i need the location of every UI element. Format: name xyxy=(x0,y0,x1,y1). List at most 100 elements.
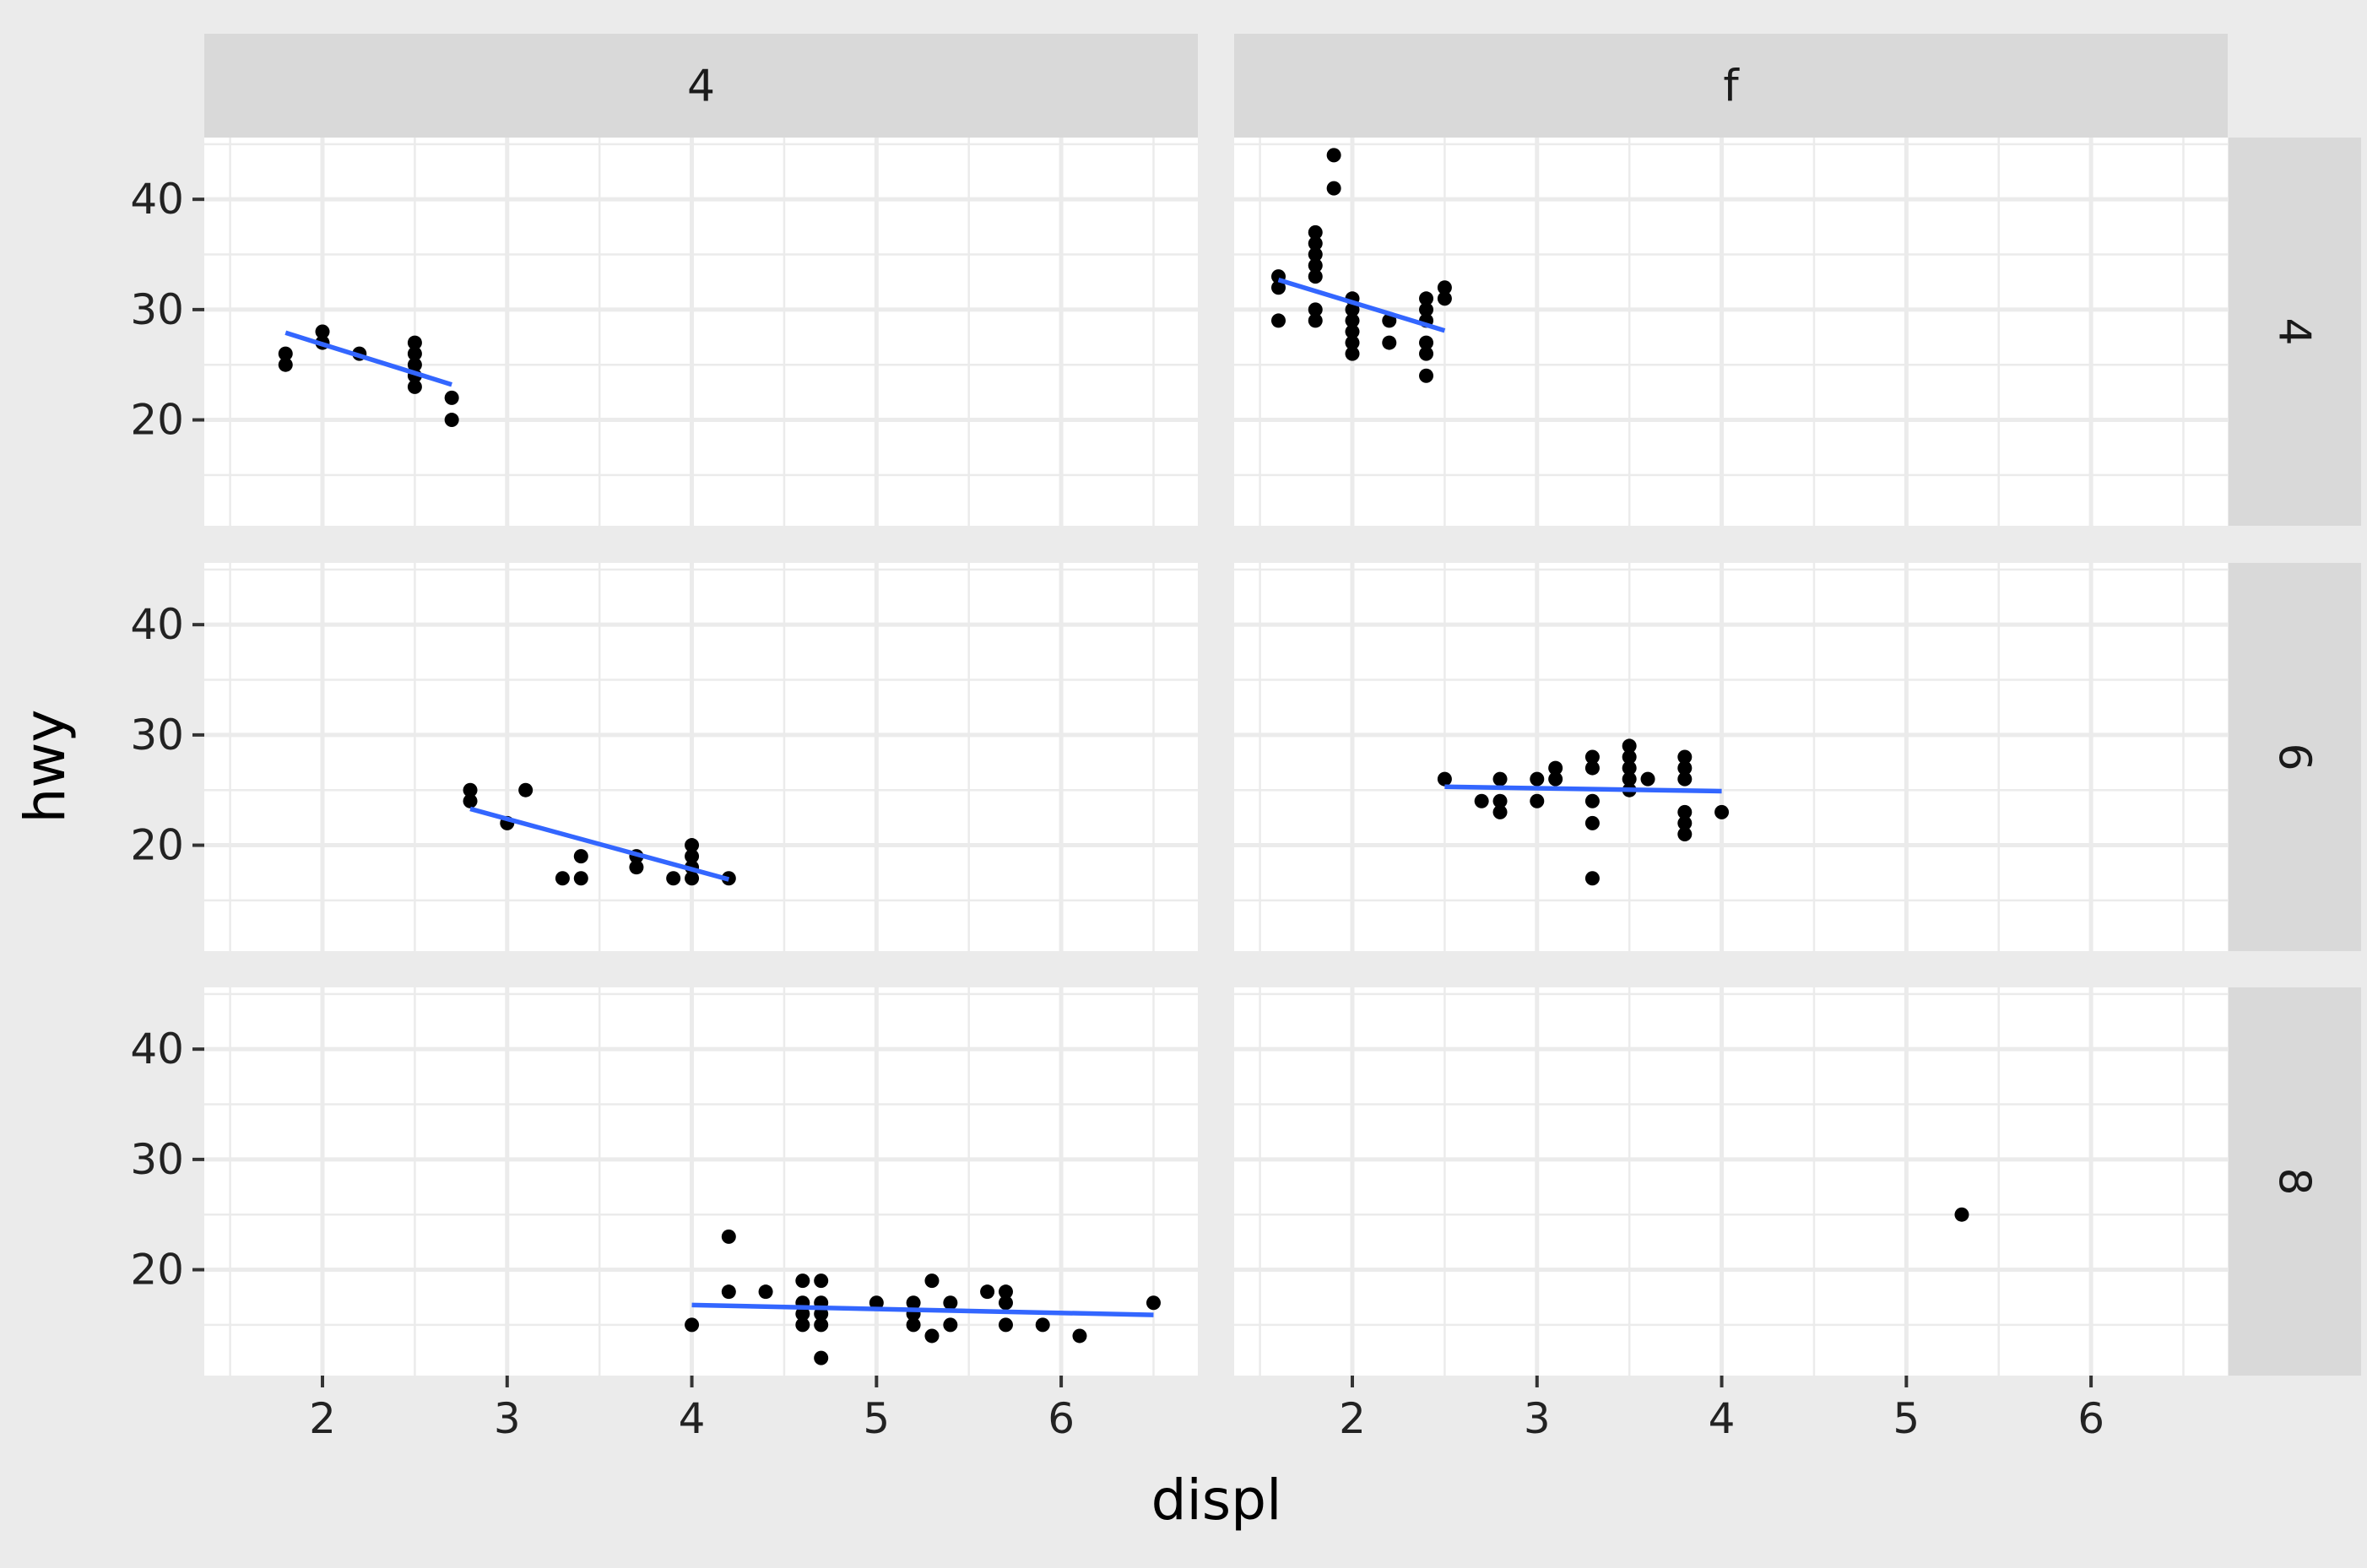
data-point xyxy=(278,346,293,361)
data-point xyxy=(1382,335,1397,350)
data-point xyxy=(795,1306,810,1322)
data-point xyxy=(1437,280,1452,295)
data-point xyxy=(814,1317,829,1333)
data-point xyxy=(1437,771,1452,787)
row-strip xyxy=(2229,138,2361,526)
data-point xyxy=(407,346,422,361)
data-point xyxy=(685,871,700,886)
data-point xyxy=(721,1284,736,1300)
data-point xyxy=(1677,815,1693,830)
data-point xyxy=(795,1317,810,1333)
y-tick-label: 20 xyxy=(130,1246,184,1295)
row-strip-label: 6 xyxy=(2269,743,2320,770)
row-strip-label: 8 xyxy=(2269,1167,2320,1195)
x-axis-ticks: 2 3 4 5 6 2 3 4 5 6 xyxy=(309,1376,2104,1443)
trend-line xyxy=(1444,784,1722,794)
data-point xyxy=(685,838,700,853)
data-point xyxy=(573,849,588,864)
data-point xyxy=(998,1317,1013,1333)
data-point xyxy=(1345,302,1360,317)
row-strip xyxy=(2229,987,2361,1376)
data-point xyxy=(1492,793,1508,808)
data-point xyxy=(555,871,570,886)
trend-line xyxy=(284,330,452,387)
data-point xyxy=(463,793,478,808)
panel-background xyxy=(204,138,1198,526)
y-tick-label: 40 xyxy=(130,600,184,649)
data-point xyxy=(1622,760,1637,776)
data-point xyxy=(278,357,293,372)
column-strip xyxy=(1234,34,2228,138)
data-point xyxy=(1954,1207,1969,1222)
data-point xyxy=(1345,313,1360,328)
x-tick-label: 3 xyxy=(494,1394,521,1443)
facet-panel-f-6 xyxy=(1234,563,2228,951)
panel-background xyxy=(204,987,1198,1376)
data-point xyxy=(1345,335,1360,350)
data-point xyxy=(795,1273,810,1289)
data-point xyxy=(998,1295,1013,1311)
data-point xyxy=(906,1317,921,1333)
data-point xyxy=(629,860,644,875)
data-point xyxy=(1492,771,1508,787)
data-point xyxy=(1419,368,1434,383)
data-point xyxy=(814,1306,829,1322)
data-point xyxy=(518,782,534,798)
data-point xyxy=(1308,224,1323,240)
data-point xyxy=(1474,793,1489,808)
panels-layer xyxy=(204,138,2228,1376)
column-strip-label: 4 xyxy=(687,62,715,112)
data-point xyxy=(1326,181,1341,196)
data-point xyxy=(1308,302,1323,317)
y-tick-label: 40 xyxy=(130,175,184,224)
data-point xyxy=(1308,247,1323,262)
data-point xyxy=(1584,760,1600,776)
data-point xyxy=(943,1295,958,1311)
data-point xyxy=(1530,793,1545,808)
panel-content xyxy=(1234,563,2228,951)
data-point xyxy=(1419,302,1434,317)
y-tick-label: 30 xyxy=(130,1135,184,1184)
data-point xyxy=(1308,258,1323,273)
data-point xyxy=(1622,771,1637,787)
data-point xyxy=(1584,749,1600,765)
data-point xyxy=(1271,280,1286,295)
data-point xyxy=(1584,793,1600,808)
panel-content xyxy=(204,987,1198,1376)
data-point xyxy=(906,1295,921,1311)
data-point xyxy=(1584,815,1600,830)
panel-content xyxy=(1234,138,2228,526)
trend-line xyxy=(469,806,730,882)
data-point xyxy=(1419,291,1434,306)
data-point xyxy=(1308,313,1323,328)
data-point xyxy=(1419,335,1434,350)
data-point xyxy=(1271,313,1286,328)
data-point xyxy=(943,1317,958,1333)
x-tick-label: 3 xyxy=(1524,1394,1551,1443)
x-axis-title: displ xyxy=(1151,1468,1282,1533)
data-point xyxy=(1677,804,1693,819)
y-tick-label: 30 xyxy=(130,285,184,334)
data-point xyxy=(1677,749,1693,765)
data-point xyxy=(1530,771,1545,787)
data-point xyxy=(1584,871,1600,886)
data-point xyxy=(980,1284,995,1300)
data-point xyxy=(1146,1295,1161,1311)
strips-layer: 4 f 4 6 8 xyxy=(204,34,2361,1376)
x-tick-label: 4 xyxy=(679,1394,706,1443)
y-axis-ticks: 20 30 40 20 30 40 20 30 40 xyxy=(130,175,204,1295)
facet-panel-4-4 xyxy=(204,138,1198,526)
data-point xyxy=(1548,771,1563,787)
data-point xyxy=(924,1328,940,1344)
data-point xyxy=(685,849,700,864)
x-tick-label: 5 xyxy=(1893,1394,1920,1443)
column-strip-label: f xyxy=(1723,62,1740,112)
data-point xyxy=(1677,760,1693,776)
facet-panel-f-4 xyxy=(1234,138,2228,526)
data-point xyxy=(1640,771,1655,787)
data-point xyxy=(1548,760,1563,776)
facet-panel-4-8 xyxy=(204,987,1198,1376)
y-tick-label: 20 xyxy=(130,821,184,870)
data-point xyxy=(463,782,478,798)
